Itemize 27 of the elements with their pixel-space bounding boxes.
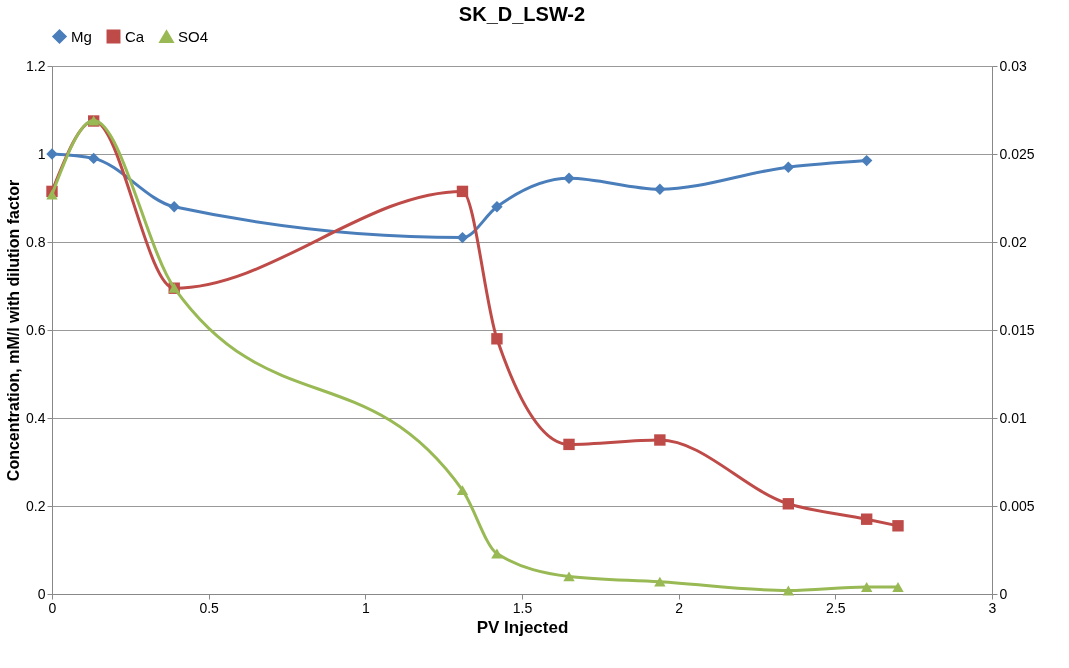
legend-label: Mg [71, 27, 92, 45]
y-tick-label: 1.2 [26, 57, 46, 74]
y-axis-title: Concentration, mM/l with dilution factor [5, 179, 23, 482]
x-tick-label: 0.5 [199, 599, 220, 616]
y2-tick-label: 0 [999, 585, 1008, 602]
y2-tick-label: 0.005 [999, 497, 1035, 514]
y2-tick-label: 0.02 [999, 233, 1027, 250]
y-tick-label: 0.6 [26, 321, 46, 338]
legend-label: SO4 [178, 27, 209, 45]
y2-tick-label: 0.025 [999, 145, 1035, 162]
y2-tick-label: 0.03 [999, 57, 1027, 74]
x-tick-label: 3 [988, 599, 997, 616]
x-tick-label: 1.5 [512, 599, 533, 616]
y-tick-label: 0 [37, 585, 46, 602]
y-tick-label: 0.4 [26, 409, 46, 426]
x-tick-label: 0 [48, 599, 57, 616]
y-tick-label: 0.2 [26, 497, 46, 514]
y2-tick-label: 0.01 [999, 409, 1027, 426]
y-tick-label: 0.8 [26, 233, 46, 250]
x-axis-title: PV Injected [476, 617, 569, 637]
x-tick-label: 2.5 [826, 599, 846, 616]
y2-tick-label: 0.015 [999, 321, 1035, 338]
chart-title: SK_D_LSW-2 [458, 3, 586, 25]
x-tick-label: 1 [361, 599, 370, 616]
x-tick-label: 2 [675, 599, 684, 616]
y-tick-label: 1 [37, 145, 46, 162]
legend-label: Ca [125, 27, 145, 45]
